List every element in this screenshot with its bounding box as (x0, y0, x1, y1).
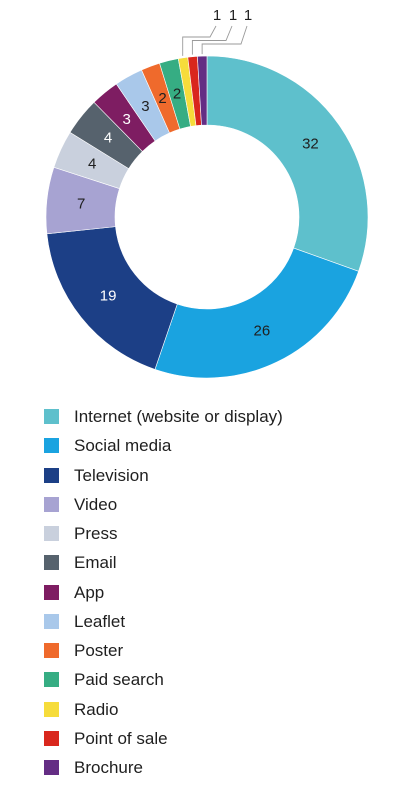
legend-label: Email (74, 553, 117, 573)
legend-swatch (44, 438, 59, 454)
legend-swatch (44, 496, 59, 512)
legend-swatch (44, 701, 59, 717)
legend-label: Poster (74, 641, 124, 661)
legend-swatch (44, 409, 59, 425)
legend-label: Video (74, 494, 118, 514)
legend-label: Brochure (74, 758, 143, 778)
slice-brochure (197, 55, 208, 126)
slice-label-paid-search: 2 (173, 86, 181, 103)
legend-item-video: Video (44, 490, 283, 519)
legend-swatch (44, 613, 59, 629)
legend-label: App (74, 582, 105, 602)
leader-line-brochure (201, 25, 248, 55)
legend-item-television: Television (44, 461, 283, 490)
legend-label: Social media (74, 436, 172, 456)
legend-swatch (44, 730, 59, 746)
legend-swatch (44, 760, 59, 776)
legend-item-brochure: Brochure (44, 753, 283, 782)
slice-label-radio: 1 (213, 7, 221, 24)
legend-swatch (44, 526, 59, 542)
legend-label: Point of sale (74, 728, 168, 748)
slice-label-brochure: 1 (244, 7, 252, 24)
legend-item-app: App (44, 578, 283, 607)
chart-legend: Internet (website or display) Social medi… (44, 402, 283, 782)
leader-line-point-of-sale (191, 25, 233, 55)
legend-item-email: Email (44, 548, 283, 577)
leader-line-radio (182, 25, 217, 56)
slice-label-social-media: 26 (254, 322, 271, 339)
legend-swatch (44, 555, 59, 571)
slice-label-video: 7 (77, 195, 85, 212)
legend-item-paid-search: Paid search (44, 665, 283, 694)
legend-label: Internet (website or display) (74, 407, 283, 427)
legend-swatch (44, 584, 59, 600)
slice-label-leaflet: 3 (141, 98, 149, 115)
legend-item-social-media: Social media (44, 431, 283, 460)
legend-item-poster: Poster (44, 636, 283, 665)
legend-label: Press (74, 524, 118, 544)
slice-label-internet-website-or-display: 32 (302, 136, 319, 153)
legend-swatch (44, 672, 59, 688)
legend-item-internet-website-or-display: Internet (website or display) (44, 402, 283, 431)
slice-label-email: 4 (104, 130, 112, 147)
legend-label: Television (74, 465, 149, 485)
legend-item-leaflet: Leaflet (44, 607, 283, 636)
legend-item-radio: Radio (44, 695, 283, 724)
slice-social-media (154, 247, 359, 379)
legend-swatch (44, 643, 59, 659)
legend-swatch (44, 467, 59, 483)
slice-label-point-of-sale: 1 (229, 7, 237, 24)
slice-internet-website-or-display (206, 55, 369, 272)
slice-label-television: 19 (100, 287, 117, 304)
slice-label-press: 4 (88, 155, 96, 172)
legend-label: Radio (74, 699, 119, 719)
legend-item-press: Press (44, 519, 283, 548)
slice-label-poster: 2 (158, 90, 166, 107)
slice-label-app: 3 (122, 111, 130, 128)
legend-label: Leaflet (74, 611, 126, 631)
legend-item-point-of-sale: Point of sale (44, 724, 283, 753)
legend-label: Paid search (74, 670, 164, 690)
